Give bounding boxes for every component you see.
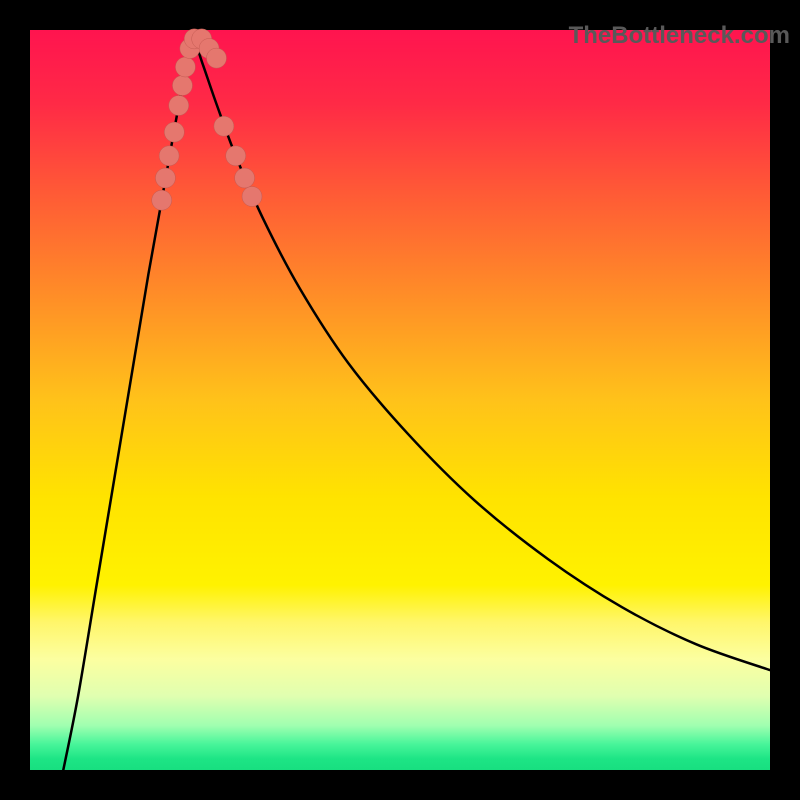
chart-container: TheBottleneck.com — [0, 0, 800, 800]
chart-svg — [30, 30, 770, 770]
data-point — [206, 48, 226, 68]
data-point — [164, 122, 184, 142]
data-point — [155, 168, 175, 188]
watermark-text: TheBottleneck.com — [569, 22, 790, 50]
data-point — [235, 168, 255, 188]
data-point — [242, 187, 262, 207]
data-point — [152, 190, 172, 210]
data-point — [226, 146, 246, 166]
data-point — [172, 76, 192, 96]
data-point — [175, 57, 195, 77]
plot-area — [30, 30, 770, 770]
data-point-layer — [152, 29, 262, 210]
data-point — [159, 146, 179, 166]
data-point — [169, 95, 189, 115]
data-point — [214, 116, 234, 136]
